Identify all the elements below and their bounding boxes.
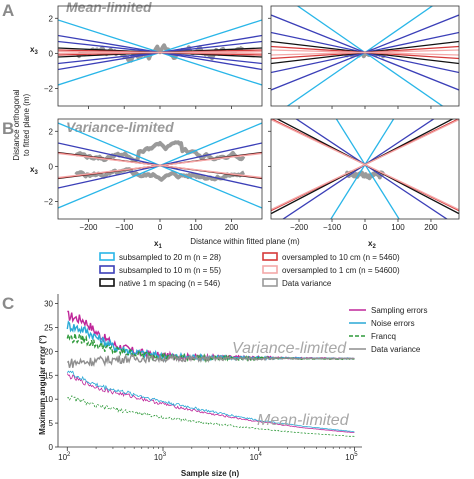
ab-ylabel: Distance orthogonal to fitted plane (m) (12, 89, 31, 160)
fit-line (58, 152, 262, 179)
c-y-tick-label: 30 (44, 300, 53, 309)
fit-line (271, 119, 459, 211)
x-tick-label: −200 (79, 223, 98, 232)
legend-swatch (99, 265, 115, 274)
x3-label-b: x3 (30, 165, 38, 176)
x-tick-label: 100 (189, 223, 203, 232)
y-tick-label: 2 (49, 14, 54, 23)
regime-label-mean: Mean-limited (66, 0, 152, 15)
legend-label: Data variance (282, 279, 332, 288)
ab-ylabel-line2: to fitted plane (m) (22, 94, 31, 157)
y-tick-label: 0 (49, 49, 54, 58)
c-y-tick-label: 10 (44, 395, 53, 404)
x-tick-label: −200 (290, 223, 309, 232)
x-axis-mid-label: Distance within fitted plane (m) (190, 237, 300, 246)
plot-frame (270, 118, 460, 220)
c-series-data-variance-variance (66, 353, 355, 369)
regime-label-mean-c: Mean-limited (257, 412, 350, 429)
fit-line (271, 49, 459, 56)
legend-c-label: Francq (371, 332, 396, 341)
panel-a-left-plot: Mean-limited 2 0 −2 (44, 0, 263, 109)
x-tick-label: 200 (225, 223, 239, 232)
legend-c-label: Sampling errors (371, 306, 427, 315)
c-x-tick-label: 103 (154, 452, 167, 462)
legend-label: native 1 m spacing (n = 546) (119, 279, 221, 288)
plot-area (271, 119, 459, 219)
regime-label-variance: Variance-limited (66, 119, 174, 135)
x-tick-label: 100 (391, 223, 405, 232)
c-x-tick-label: 105 (345, 452, 358, 462)
c-xlabel: Sample size (n) (181, 469, 240, 478)
c-series-noise-errors-mean (66, 370, 355, 433)
panel-label-c: C (2, 294, 14, 313)
y-tick-label: −2 (44, 84, 54, 93)
y-tick-label: 2 (49, 127, 54, 136)
panel-label-b: B (2, 119, 14, 138)
y-tick-label: −2 (44, 197, 54, 206)
ab-ylabel-line1: Distance orthogonal (12, 89, 21, 160)
legend-c-label: Data variance (371, 345, 421, 354)
data-variance-profile (344, 170, 386, 181)
fit-line (296, 6, 444, 106)
legend-swatch (262, 265, 278, 274)
panel-b-right-plot: −200 −100 0 100 200 (268, 118, 460, 232)
plot-area (271, 6, 459, 106)
legend-label: oversampled to 10 cm (n = 5460) (282, 253, 400, 262)
legend-swatch (262, 252, 278, 261)
regime-label-variance-c: Variance-limited (232, 340, 347, 357)
x-tick-label: −100 (323, 223, 342, 232)
x3-label-a: x3 (30, 45, 38, 56)
panel-a-right-plot (268, 5, 460, 109)
plot-area (58, 122, 262, 209)
c-y-tick-label: 15 (44, 371, 53, 380)
legend-swatch (99, 278, 115, 287)
x-tick-label: 0 (158, 223, 163, 232)
fit-line (58, 50, 262, 55)
fit-line (286, 6, 434, 106)
data-variance-profile (74, 167, 245, 182)
legend-ab: subsampled to 20 m (n = 28) subsampled to… (99, 252, 400, 288)
legend-label: oversampled to 1 cm (n = 54600) (282, 266, 400, 275)
c-y-tick-label: 20 (44, 347, 53, 356)
plot-area (58, 19, 262, 86)
x-tick-label: 200 (424, 223, 438, 232)
legend-label: subsampled to 20 m (n = 28) (119, 253, 221, 262)
y-tick-label: 0 (49, 162, 54, 171)
c-y-tick-label: 25 (44, 323, 53, 332)
c-x-tick-label: 102 (58, 452, 71, 462)
legend-c-label: Noise errors (371, 319, 415, 328)
c-y-tick-label: 5 (49, 419, 54, 428)
panel-label-a: A (2, 1, 14, 20)
c-x-tick-label: 104 (250, 452, 263, 462)
legend-swatch (262, 278, 278, 287)
x2-axis-label: x2 (368, 239, 376, 250)
legend-c: Sampling errors Noise errors Francq Data va… (349, 306, 427, 354)
panel-b-left-plot: Variance-limited 2 0 −2 −200 −100 0 100 200 (44, 118, 263, 232)
x-tick-label: −100 (115, 223, 134, 232)
c-ylabel: Maximum angular error (°) (38, 335, 47, 435)
legend-label: subsampled to 10 m (n = 55) (119, 266, 221, 275)
x1-axis-label: x1 (154, 239, 162, 250)
c-series-francq-mean (67, 395, 355, 437)
x-tick-label: 0 (363, 223, 368, 232)
c-y-tick-label: 0 (49, 443, 54, 452)
panel-c-plot: 0 5 10 15 20 25 30 102 103 104 105 (44, 294, 362, 462)
legend-swatch (99, 252, 115, 261)
